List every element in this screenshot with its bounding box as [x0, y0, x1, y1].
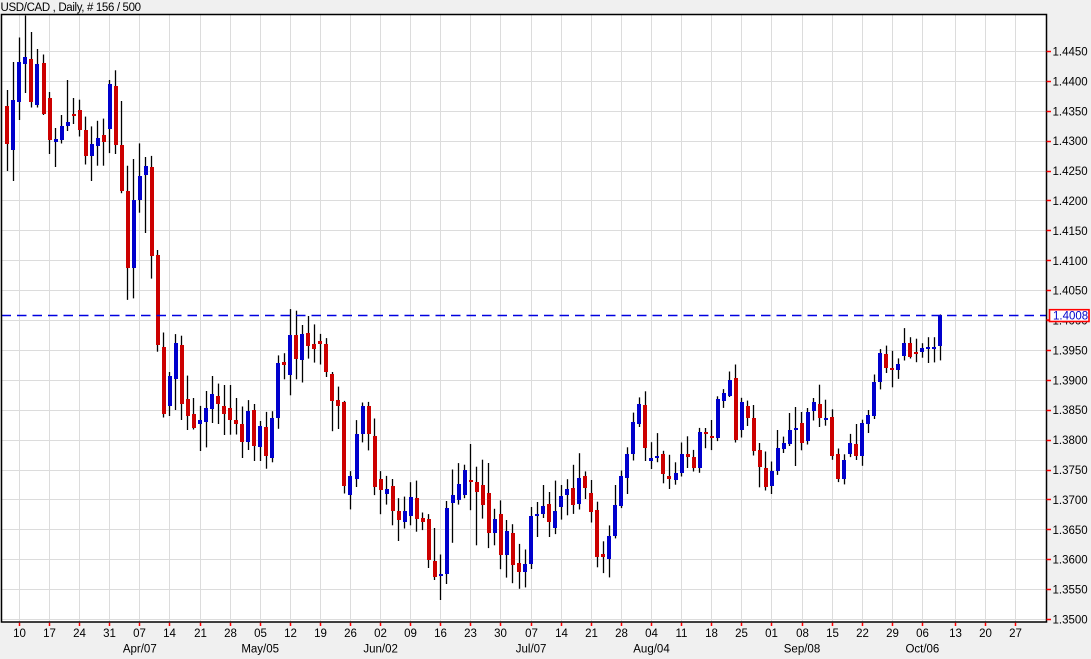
svg-text:28: 28 [615, 628, 628, 640]
svg-text:26: 26 [344, 628, 357, 640]
svg-text:Apr/07: Apr/07 [123, 644, 157, 656]
svg-text:17: 17 [43, 628, 56, 640]
svg-text:1.3850: 1.3850 [1053, 405, 1088, 417]
svg-text:01: 01 [765, 628, 778, 640]
svg-text:13: 13 [949, 628, 962, 640]
svg-text:02: 02 [374, 628, 387, 640]
svg-text:27: 27 [1009, 628, 1022, 640]
svg-text:07: 07 [133, 628, 146, 640]
svg-text:1.4250: 1.4250 [1053, 166, 1088, 178]
svg-text:15: 15 [826, 628, 839, 640]
svg-text:12: 12 [284, 628, 297, 640]
svg-text:1.4200: 1.4200 [1053, 196, 1088, 208]
svg-text:1.3900: 1.3900 [1053, 375, 1088, 387]
svg-text:23: 23 [464, 628, 477, 640]
svg-text:10: 10 [13, 628, 26, 640]
svg-text:Sep/08: Sep/08 [784, 644, 820, 656]
svg-text:1.4008: 1.4008 [1053, 311, 1088, 323]
svg-text:1.4100: 1.4100 [1053, 256, 1088, 268]
svg-text:14: 14 [555, 628, 568, 640]
svg-text:Jul/07: Jul/07 [516, 644, 547, 656]
svg-text:16: 16 [434, 628, 447, 640]
svg-text:11: 11 [676, 628, 688, 640]
svg-text:1.4150: 1.4150 [1053, 226, 1088, 238]
svg-text:18: 18 [705, 628, 718, 640]
svg-text:29: 29 [886, 628, 899, 640]
svg-text:Jun/02: Jun/02 [363, 644, 398, 656]
svg-text:22: 22 [856, 628, 869, 640]
svg-text:04: 04 [645, 628, 658, 640]
svg-text:USD/CAD , Daily, # 156 / 500: USD/CAD , Daily, # 156 / 500 [1, 2, 141, 14]
svg-text:1.4350: 1.4350 [1053, 106, 1088, 118]
svg-text:Oct/06: Oct/06 [905, 644, 939, 656]
svg-text:08: 08 [796, 628, 809, 640]
svg-text:1.4400: 1.4400 [1053, 76, 1088, 88]
svg-text:20: 20 [979, 628, 992, 640]
svg-text:1.3800: 1.3800 [1053, 435, 1088, 447]
svg-text:May/05: May/05 [241, 644, 279, 656]
svg-text:1.3650: 1.3650 [1053, 525, 1088, 537]
svg-text:Aug/04: Aug/04 [633, 644, 670, 656]
svg-text:24: 24 [73, 628, 86, 640]
svg-text:31: 31 [103, 628, 116, 640]
svg-text:1.3700: 1.3700 [1053, 495, 1088, 507]
svg-text:21: 21 [194, 628, 207, 640]
svg-text:1.3600: 1.3600 [1053, 555, 1088, 567]
svg-text:1.4450: 1.4450 [1053, 47, 1088, 59]
svg-text:1.4300: 1.4300 [1053, 136, 1088, 148]
svg-text:05: 05 [254, 628, 267, 640]
svg-text:1.3750: 1.3750 [1053, 465, 1088, 477]
svg-text:1.4050: 1.4050 [1053, 286, 1088, 298]
svg-text:30: 30 [494, 628, 507, 640]
svg-text:19: 19 [314, 628, 327, 640]
svg-text:09: 09 [404, 628, 417, 640]
svg-text:21: 21 [585, 628, 598, 640]
svg-text:1.3950: 1.3950 [1053, 345, 1088, 357]
svg-text:1.3550: 1.3550 [1053, 585, 1088, 597]
svg-text:25: 25 [735, 628, 748, 640]
svg-text:06: 06 [916, 628, 929, 640]
svg-text:07: 07 [525, 628, 538, 640]
svg-text:14: 14 [163, 628, 176, 640]
svg-text:28: 28 [224, 628, 237, 640]
svg-text:1.3500: 1.3500 [1053, 615, 1088, 627]
